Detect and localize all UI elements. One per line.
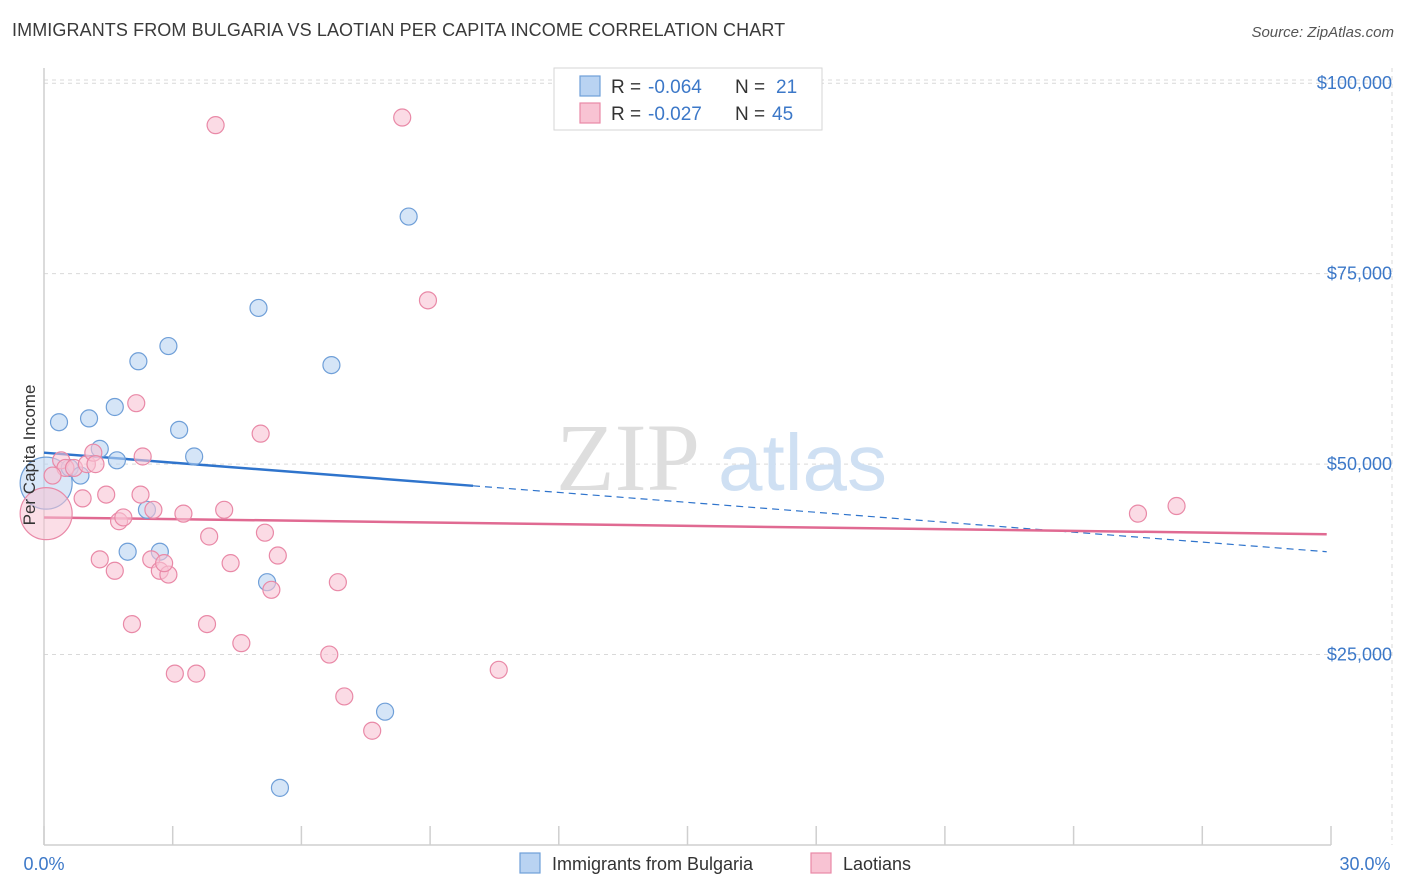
laotians-point-8 <box>97 485 116 504</box>
legend: R = -0.064 N = 21 R = -0.027 N = 45 <box>553 67 823 131</box>
laotians-point-21 <box>174 504 193 523</box>
bulgaria-point-13 <box>170 420 189 439</box>
legend-n-label-2: N = <box>735 104 765 125</box>
x-tick-labels: 0.0% 30.0% <box>23 854 1390 874</box>
watermark-zip: ZIP <box>556 404 700 511</box>
laotians-point-0 <box>19 487 73 541</box>
laotians-point-42 <box>86 455 105 474</box>
laotians-point-23 <box>197 614 217 634</box>
y-tick-label-2: $75,000 <box>1327 264 1392 284</box>
legend-r-label-2: R = <box>611 104 641 125</box>
laotians-point-7 <box>90 550 109 569</box>
laotians-point-24 <box>200 527 219 546</box>
bottom-legend: Immigrants from Bulgaria Laotians <box>519 852 911 874</box>
laotians-point-43 <box>155 554 174 573</box>
laotians-point-33 <box>320 645 339 664</box>
laotians-point-35 <box>335 687 354 706</box>
bulgaria-point-9 <box>129 352 148 371</box>
laotians-point-13 <box>127 394 146 413</box>
laotians-point-31 <box>262 580 281 599</box>
bulgaria-trend-dashed <box>472 485 1327 553</box>
bulgaria-point-19 <box>375 702 395 721</box>
grid-lines <box>44 68 1393 845</box>
laotians-point-44 <box>43 466 62 485</box>
y-tick-label-3: $100,000 <box>1317 73 1392 93</box>
laotians-point-20 <box>165 664 184 683</box>
laotians-point-11 <box>114 508 133 527</box>
bulgaria-point-14 <box>185 447 204 466</box>
laotians-trend-line <box>43 516 1327 536</box>
bulgaria-point-6 <box>105 397 124 417</box>
laotians-point-34 <box>328 573 347 592</box>
legend-swatch-laotians <box>579 102 601 124</box>
bulgaria-point-8 <box>118 542 137 561</box>
x-tick-label-0: 0.0% <box>23 854 64 874</box>
bulgaria-point-4 <box>79 409 99 428</box>
laotians-point-15 <box>133 447 152 466</box>
laotians-point-38 <box>418 291 438 310</box>
x-ticks <box>43 826 1332 845</box>
bottom-legend-swatch-bulgaria <box>519 852 541 874</box>
bulgaria-point-15 <box>249 298 268 318</box>
chart-title: IMMIGRANTS FROM BULGARIA VS LAOTIAN PER … <box>12 20 786 40</box>
laotians-point-32 <box>268 546 287 565</box>
legend-r-value-1: -0.064 <box>648 77 702 98</box>
legend-swatch-bulgaria <box>579 75 601 97</box>
laotians-point-40 <box>1128 504 1148 523</box>
bottom-legend-label-laotians: Laotians <box>843 854 911 874</box>
laotians-point-4 <box>73 489 92 508</box>
bulgaria-point-7 <box>107 451 127 470</box>
laotians-point-14 <box>131 485 150 504</box>
laotians-point-9 <box>105 561 124 580</box>
laotians-point-17 <box>144 500 163 519</box>
laotians-point-12 <box>122 614 142 634</box>
bulgaria-point-1 <box>49 413 69 432</box>
bulgaria-point-12 <box>159 336 178 356</box>
data-points <box>19 108 1186 797</box>
bulgaria-point-18 <box>322 355 341 375</box>
laotians-point-37 <box>393 108 412 127</box>
y-tick-label-0: $25,000 <box>1327 645 1392 665</box>
bulgaria-point-20 <box>399 207 418 226</box>
bottom-legend-label-bulgaria: Immigrants from Bulgaria <box>552 854 754 874</box>
laotians-point-27 <box>221 554 240 573</box>
legend-r-label-1: R = <box>611 77 641 98</box>
laotians-point-36 <box>363 721 382 740</box>
legend-n-label-1: N = <box>735 77 765 98</box>
bulgaria-point-17 <box>270 778 290 797</box>
watermark: ZIP atlas <box>556 404 887 511</box>
laotians-point-30 <box>255 523 275 542</box>
y-tick-labels: $25,000 $50,000 $75,000 $100,000 <box>1317 73 1392 664</box>
laotians-point-29 <box>251 424 270 443</box>
laotians-point-22 <box>187 664 206 683</box>
legend-n-value-2: 45 <box>772 104 793 125</box>
y-tick-label-1: $50,000 <box>1327 454 1392 474</box>
laotians-point-41 <box>1167 496 1186 516</box>
x-tick-label-1: 30.0% <box>1339 854 1390 874</box>
laotians-point-25 <box>206 116 225 135</box>
bottom-legend-swatch-laotians <box>810 852 832 874</box>
laotians-point-39 <box>489 660 508 679</box>
laotians-point-28 <box>232 634 251 653</box>
legend-n-value-1: 21 <box>776 77 797 98</box>
y-axis-title: Per Capita Income <box>20 385 39 526</box>
source-label: Source: ZipAtlas.com <box>1251 24 1394 41</box>
legend-r-value-2: -0.027 <box>648 104 702 125</box>
watermark-atlas: atlas <box>718 418 887 507</box>
laotians-point-26 <box>215 500 234 519</box>
